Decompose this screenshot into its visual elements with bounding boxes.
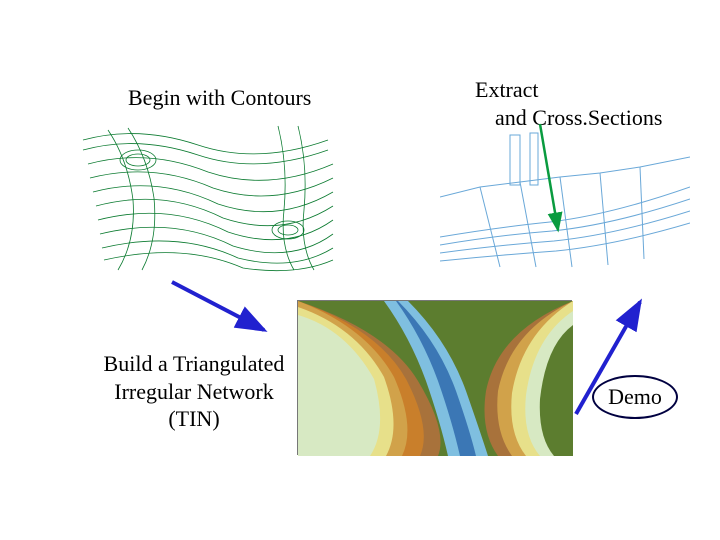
arrow-tin-to-demo (0, 0, 720, 540)
